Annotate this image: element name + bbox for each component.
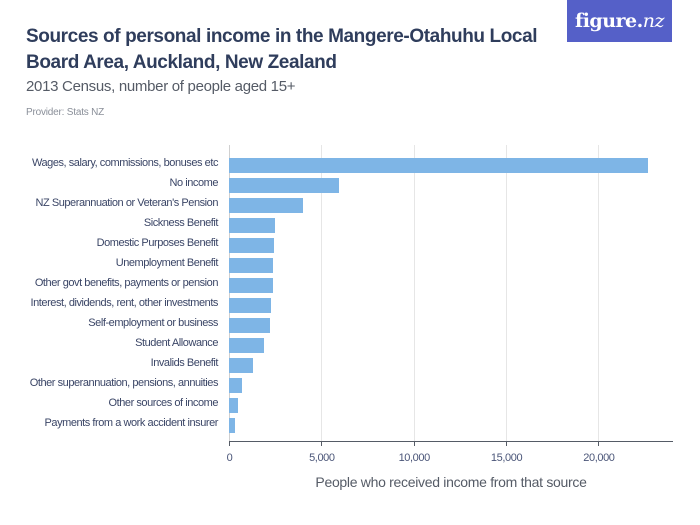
x-tick: [321, 441, 323, 446]
category-label: Invalids Benefit: [150, 357, 219, 369]
category-label: Sickness Benefit: [143, 217, 219, 229]
bar-row: Student Allowance: [0, 335, 700, 355]
bar[interactable]: [229, 358, 253, 373]
plot-area: [229, 145, 673, 441]
bar[interactable]: [229, 398, 239, 413]
bar[interactable]: [229, 338, 264, 353]
logo-text: figure.: [575, 10, 643, 32]
gridline: [413, 145, 415, 441]
x-tick-label: 15,000: [490, 452, 523, 464]
x-tick: [506, 441, 508, 446]
figure-nz-logo[interactable]: figure. nz: [567, 0, 672, 42]
bar-row: Wages, salary, commissions, bonuses etc: [0, 155, 700, 175]
category-label: Student Allowance: [135, 337, 218, 349]
category-label: No income: [169, 177, 218, 189]
y-axis-line: [229, 145, 230, 441]
chart-subtitle: 2013 Census, number of people aged 15+: [26, 78, 296, 95]
bar[interactable]: [229, 298, 271, 313]
bar[interactable]: [229, 378, 242, 393]
x-tick: [598, 441, 600, 446]
x-tick: [413, 441, 415, 446]
x-tick-label: 10,000: [398, 452, 431, 464]
category-label: Unemployment Benefit: [115, 257, 219, 269]
bar[interactable]: [229, 198, 303, 213]
bar-row: Self-employment or business: [0, 315, 700, 335]
gridline: [598, 145, 600, 441]
category-label: NZ Superannuation or Veteran's Pension: [35, 197, 218, 209]
bar-row: Unemployment Benefit: [0, 255, 700, 275]
category-label: Wages, salary, commissions, bonuses etc: [31, 157, 218, 169]
x-axis-label: People who received income from that sou…: [315, 474, 587, 490]
category-label: Self-employment or business: [88, 317, 218, 329]
bar-row: Interest, dividends, rent, other investm…: [0, 295, 700, 315]
bar[interactable]: [229, 238, 275, 253]
gridline: [506, 145, 508, 441]
x-tick: [229, 441, 230, 446]
bar[interactable]: [229, 278, 273, 293]
gridline: [321, 145, 323, 441]
category-label: Domestic Purposes Benefit: [96, 237, 219, 249]
bar[interactable]: [229, 258, 274, 273]
provider-label: Provider: Stats NZ: [26, 107, 105, 118]
category-label: Other superannuation, pensions, annuitie…: [29, 377, 219, 389]
bar-row: Domestic Purposes Benefit: [0, 235, 700, 255]
bar-row: Payments from a work accident insurer: [0, 415, 700, 435]
bar-row: Sickness Benefit: [0, 215, 700, 235]
x-axis-line: [229, 441, 673, 442]
bar[interactable]: [229, 218, 275, 233]
bar[interactable]: [229, 178, 340, 193]
bar-row: Other superannuation, pensions, annuitie…: [0, 375, 700, 395]
logo-nz-text: nz: [642, 10, 665, 32]
category-label: Payments from a work accident insurer: [44, 417, 219, 429]
x-tick-label: 0: [226, 452, 233, 464]
x-tick-label: 5,000: [309, 452, 335, 464]
x-tick-label: 20,000: [583, 452, 615, 464]
bar-row: NZ Superannuation or Veteran's Pension: [0, 195, 700, 215]
bar-row: Other sources of income: [0, 395, 700, 415]
bar-row: Invalids Benefit: [0, 355, 700, 375]
bar-row: Other govt benefits, payments or pension: [0, 275, 700, 295]
bar-row: No income: [0, 175, 700, 195]
chart-title: Sources of personal income in the Manger…: [26, 26, 538, 73]
category-label: Other sources of income: [108, 397, 219, 409]
bar[interactable]: [229, 158, 649, 173]
category-label: Interest, dividends, rent, other investm…: [30, 297, 219, 309]
category-label: Other govt benefits, payments or pension: [34, 277, 219, 289]
bar[interactable]: [229, 318, 270, 333]
bar[interactable]: [229, 418, 235, 433]
